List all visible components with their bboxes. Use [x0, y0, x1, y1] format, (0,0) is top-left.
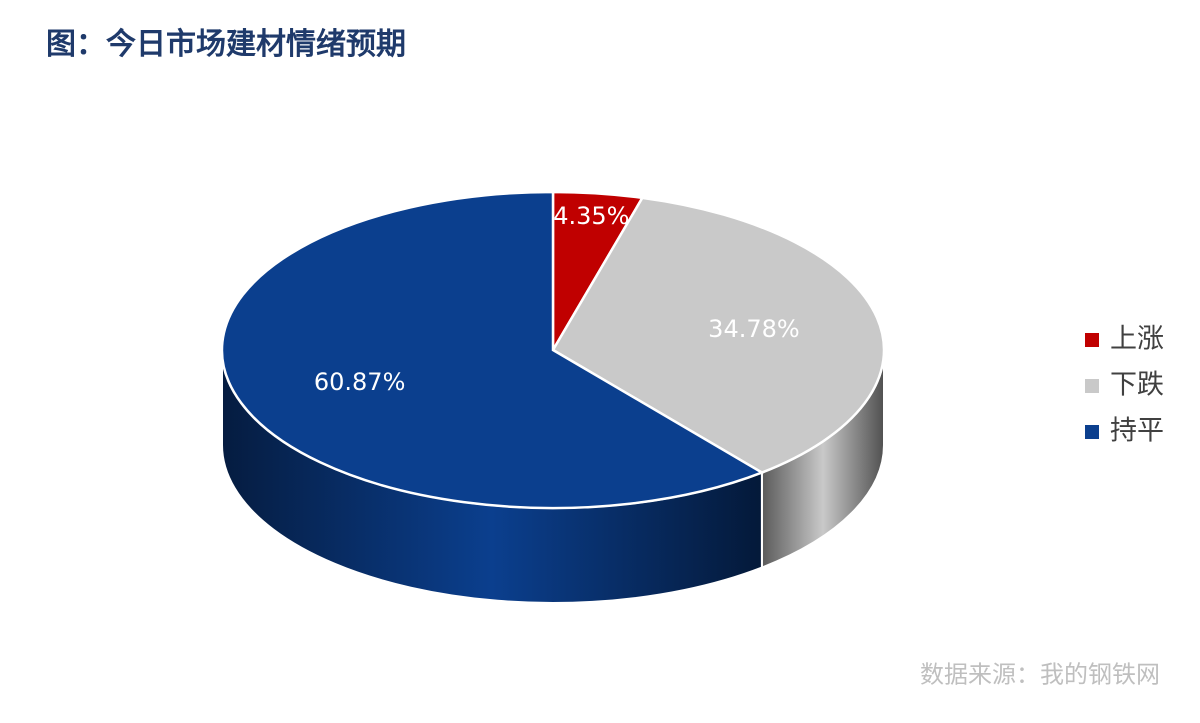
pie-slice	[220, 190, 765, 510]
source-note: 数据来源：我的钢铁网	[920, 661, 1160, 689]
data-label: 60.87%	[314, 368, 406, 396]
legend-label: 下跌	[1110, 370, 1164, 401]
data-label: 4.35%	[553, 202, 629, 230]
legend-swatch	[1085, 333, 1099, 347]
data-label: 34.78%	[708, 315, 800, 343]
legend-swatch	[1085, 379, 1099, 393]
legend-swatch	[1085, 425, 1099, 439]
legend-label: 上涨	[1110, 324, 1164, 355]
legend-label: 持平	[1110, 416, 1164, 447]
chart-title: 图：今日市场建材情绪预期	[46, 27, 406, 62]
pie-slice	[551, 196, 886, 474]
